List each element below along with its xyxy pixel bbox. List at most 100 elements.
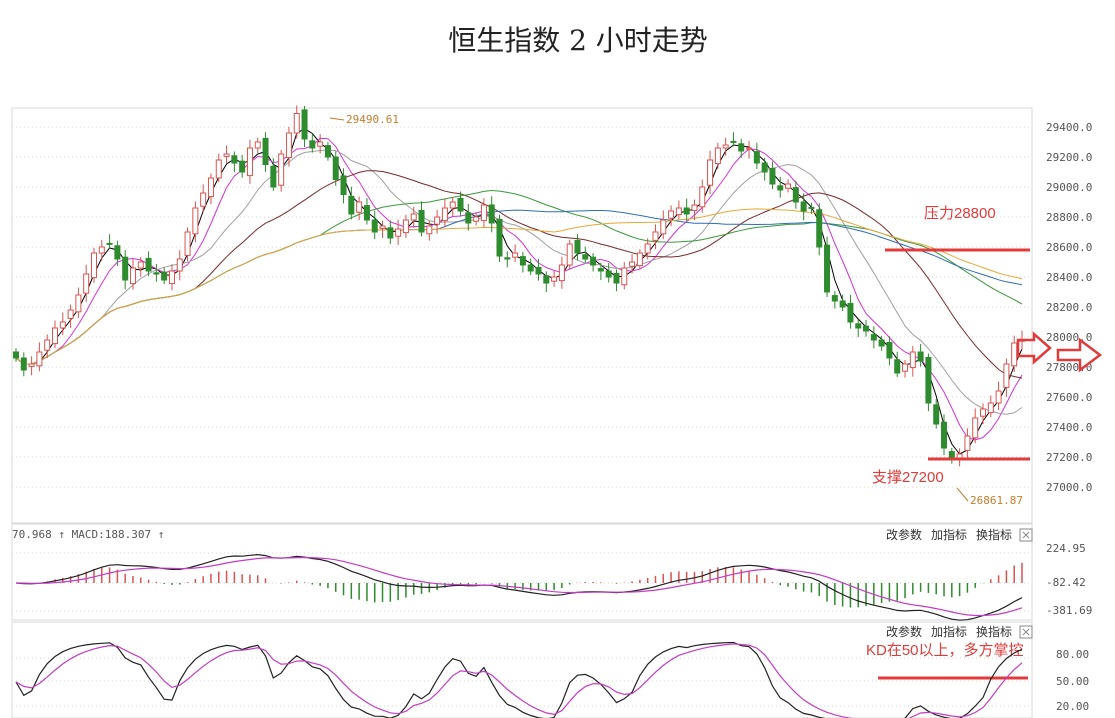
macd-button-switch[interactable]: 换指标: [976, 527, 1012, 542]
candle: [761, 162, 768, 173]
candle: [597, 268, 604, 272]
candle: [98, 246, 105, 254]
moving-average-line: [15, 137, 1023, 441]
candle: [246, 147, 253, 177]
candle: [855, 323, 862, 329]
price-axis: 29400.0 29200.0 29000.0 28800.0 28600.0 28400…: [1046, 121, 1092, 494]
kd-tick: 50.00: [1056, 675, 1089, 688]
candle: [730, 140, 737, 143]
candle: [129, 267, 136, 285]
candle: [51, 327, 58, 345]
candle: [590, 256, 597, 266]
price-tick: 28800.0: [1046, 211, 1092, 224]
candle: [449, 201, 456, 209]
candle: [83, 273, 90, 294]
candle: [59, 321, 66, 329]
price-tick: 27400.0: [1046, 421, 1092, 434]
macd-button-params[interactable]: 改参数: [886, 527, 922, 542]
candle: [114, 245, 121, 260]
candle: [270, 165, 277, 188]
candle: [824, 244, 831, 293]
price-tick: 28600.0: [1046, 241, 1092, 254]
candle: [519, 256, 526, 266]
candle: [363, 205, 370, 221]
candle: [473, 216, 480, 222]
candle: [863, 325, 870, 332]
kd-axis: 80.00 50.00 20.00: [1056, 648, 1089, 713]
candle: [707, 159, 714, 186]
candle: [371, 219, 378, 233]
price-tick: 29000.0: [1046, 181, 1092, 194]
candle: [348, 195, 355, 215]
panel-frames: [11, 107, 1033, 718]
candle: [254, 141, 261, 149]
candle: [652, 231, 659, 241]
candle: [512, 252, 519, 258]
close-icon[interactable]: [1019, 625, 1033, 639]
candle: [231, 155, 238, 164]
candle: [941, 421, 948, 449]
kd-button-params[interactable]: 改参数: [886, 624, 922, 639]
price-tick: 27600.0: [1046, 391, 1092, 404]
kd-button-add[interactable]: 加指标: [931, 624, 967, 639]
candle: [527, 264, 534, 272]
candle: [668, 210, 675, 219]
candle: [785, 183, 792, 189]
kd-line: [15, 641, 1023, 718]
candle: [200, 192, 207, 207]
candle: [636, 252, 643, 267]
candle: [340, 175, 347, 195]
candle: [777, 185, 784, 191]
candle: [558, 264, 565, 282]
price-tick: 28000.0: [1046, 331, 1092, 344]
candle: [839, 300, 846, 308]
chart-title: 恒生指数 2 小时走势: [448, 24, 708, 57]
macd-tick: -381.69: [1046, 604, 1092, 617]
kd-button-switch[interactable]: 换指标: [976, 624, 1012, 639]
candle: [153, 272, 160, 275]
resistance-line: 压力28800: [885, 205, 1030, 252]
candle: [379, 225, 386, 229]
candle: [176, 258, 183, 272]
candle: [699, 186, 706, 208]
price-tick: 28200.0: [1046, 301, 1092, 314]
candle: [722, 144, 729, 149]
price-tick: 27000.0: [1046, 481, 1092, 494]
kd-tick: 20.00: [1056, 700, 1089, 713]
close-icon[interactable]: [1019, 528, 1033, 542]
candle: [691, 204, 698, 211]
candle: [20, 357, 27, 371]
kd-annotation: KD在50以上，多方掌控: [866, 642, 1024, 659]
candle: [582, 254, 589, 260]
candle: [278, 153, 285, 186]
candle: [122, 256, 129, 281]
candle: [909, 351, 916, 369]
candle: [660, 219, 667, 235]
panel-frame: [11, 522, 1033, 621]
candle: [847, 302, 854, 323]
candle: [987, 402, 994, 414]
candle: [465, 212, 472, 224]
moving-averages: [15, 127, 1023, 455]
moving-average-line: [15, 209, 1023, 365]
candle: [168, 270, 175, 285]
candle: [395, 228, 402, 237]
moving-average-line: [15, 149, 1023, 415]
candle: [980, 408, 987, 417]
candle: [184, 231, 191, 256]
kd-line: [15, 643, 1023, 718]
kd-tick: 80.00: [1056, 648, 1089, 661]
candle: [1003, 363, 1010, 388]
candle: [67, 309, 74, 319]
price-tick: 29400.0: [1046, 121, 1092, 134]
high-marker: 29490.61: [329, 113, 399, 126]
kd-indicator: [15, 641, 1023, 718]
macd-button-add[interactable]: 加指标: [931, 527, 967, 542]
candle: [870, 334, 877, 341]
macd-tick: -82.42: [1046, 576, 1086, 589]
panel-frame: [11, 621, 1033, 718]
candle: [317, 141, 324, 147]
candle: [551, 276, 558, 282]
macd-buttons: 改参数 加指标 换指标: [886, 527, 1033, 542]
candle: [301, 109, 308, 140]
